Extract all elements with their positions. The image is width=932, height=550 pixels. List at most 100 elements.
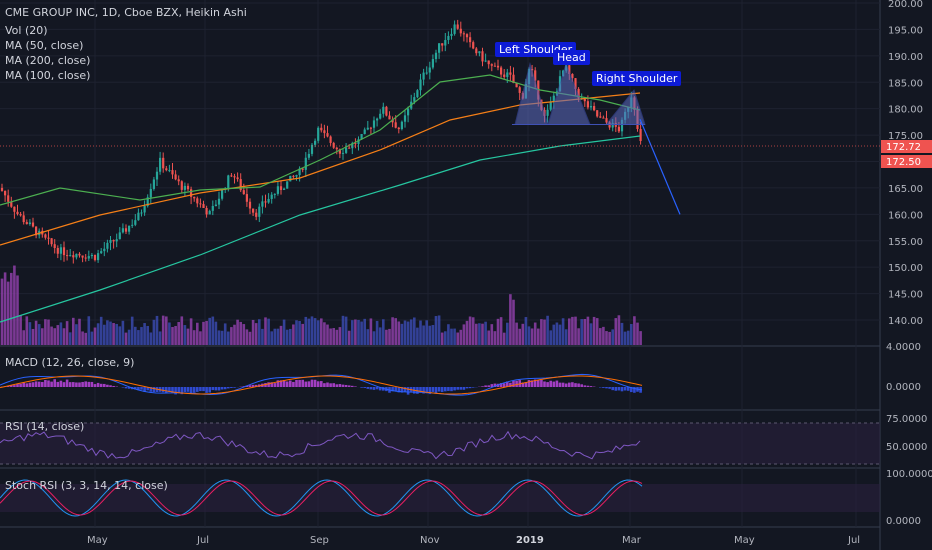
volume-bar xyxy=(292,324,295,345)
rsi-legend[interactable]: RSI (14, close) xyxy=(5,420,85,433)
volume-bar xyxy=(571,316,574,345)
macd-bar xyxy=(552,381,556,387)
macd-bar xyxy=(561,382,565,387)
macd-bar xyxy=(174,387,177,395)
macd-bar xyxy=(22,382,25,387)
volume-bar xyxy=(124,332,128,345)
macd-bar xyxy=(59,380,63,387)
volume-bar xyxy=(177,322,180,345)
volume-bar xyxy=(196,322,199,345)
volume-bar xyxy=(202,321,205,345)
candle-body xyxy=(180,181,183,190)
macd-bar xyxy=(96,382,100,387)
macd-bar xyxy=(450,387,453,392)
right-shoulder-label[interactable]: Right Shoulder xyxy=(592,71,682,86)
candle-body xyxy=(87,256,90,259)
macd-bar xyxy=(233,387,236,388)
candle-body xyxy=(577,88,580,99)
macd-pane xyxy=(0,373,643,396)
price-tick: 185.00 xyxy=(888,78,923,89)
macd-bar xyxy=(589,386,593,387)
candle-body xyxy=(617,126,620,132)
candle-body xyxy=(369,127,372,129)
volume-bar xyxy=(546,315,549,345)
volume-bar xyxy=(533,322,537,345)
candle-body xyxy=(90,254,93,257)
candle-body xyxy=(109,239,112,243)
volume-bar xyxy=(118,326,122,345)
macd-bar xyxy=(13,385,16,387)
candle-body xyxy=(422,72,425,80)
volume-bar xyxy=(245,329,249,345)
candle-body xyxy=(134,220,137,225)
study-ma200[interactable]: MA (200, close) xyxy=(5,54,91,67)
macd-bar xyxy=(134,387,137,390)
indicator-tick: 0.0000 xyxy=(886,382,921,393)
volume-bar xyxy=(530,328,534,345)
macd-bar xyxy=(335,384,339,387)
macd-bar xyxy=(502,383,506,387)
volume-bar xyxy=(419,320,422,345)
macd-bar xyxy=(205,387,208,393)
volume-bar xyxy=(264,317,267,345)
candle-body xyxy=(332,142,335,148)
volume-bar xyxy=(363,318,366,345)
price-axis[interactable]: 200.00195.00190.00185.00180.00175.00170.… xyxy=(0,0,932,527)
study-vol[interactable]: Vol (20) xyxy=(5,24,48,37)
candle-body xyxy=(465,34,469,38)
macd-bar xyxy=(465,387,469,389)
macd-bar xyxy=(509,382,512,387)
macd-bar xyxy=(568,382,571,387)
macd-bar xyxy=(149,387,153,392)
volume-bar xyxy=(549,330,552,345)
candle-body xyxy=(0,187,4,191)
head-label[interactable]: Head xyxy=(553,50,590,65)
macd-bar xyxy=(369,387,373,390)
macd-bar xyxy=(78,382,81,387)
volume-bar xyxy=(425,320,428,345)
volume-bar xyxy=(270,331,273,345)
macd-bar xyxy=(140,387,143,390)
study-ma100[interactable]: MA (100, close) xyxy=(5,69,91,82)
candle-body xyxy=(264,201,267,203)
volume-bar xyxy=(261,328,264,345)
macd-bar xyxy=(165,387,168,394)
candle-body xyxy=(44,234,47,238)
volume-bar xyxy=(96,323,100,345)
macd-bar xyxy=(56,381,60,387)
candle-body xyxy=(72,255,75,258)
candle-body xyxy=(115,239,118,242)
time-axis[interactable]: May Jul Sep Nov 2019 Mar May Jul xyxy=(87,535,860,546)
volume-bar xyxy=(28,322,32,345)
volume-bar xyxy=(155,315,159,345)
candle-body xyxy=(589,106,593,108)
candle-body xyxy=(233,176,236,178)
candle-body xyxy=(351,143,354,149)
indicator-tick: 100.0000 xyxy=(886,469,932,480)
candle-body xyxy=(354,143,357,145)
study-ma50[interactable]: MA (50, close) xyxy=(5,39,84,52)
volume-bar xyxy=(555,322,559,345)
volume-bar xyxy=(304,316,308,345)
macd-bar xyxy=(493,383,497,387)
volume-bar xyxy=(434,316,438,345)
macd-legend[interactable]: MACD (12, 26, close, 9) xyxy=(5,356,135,369)
volume-bars xyxy=(0,265,642,345)
volume-bar xyxy=(248,331,252,345)
volume-bar xyxy=(233,324,236,345)
macd-bar xyxy=(84,381,87,387)
candle-body xyxy=(552,95,555,103)
volume-bar xyxy=(62,328,66,345)
volume-bar xyxy=(223,323,227,345)
stoch-legend[interactable]: Stoch RSI (3, 3, 14, 14, close) xyxy=(5,479,168,492)
macd-bar xyxy=(614,387,618,391)
macd-bar xyxy=(62,382,66,387)
macd-bar xyxy=(630,387,633,393)
macd-bar xyxy=(524,382,528,387)
macd-bar xyxy=(171,387,174,393)
candle-body xyxy=(137,212,140,221)
volume-bar xyxy=(357,319,360,345)
price-tick: 195.00 xyxy=(888,25,923,36)
volume-bar xyxy=(56,325,60,345)
